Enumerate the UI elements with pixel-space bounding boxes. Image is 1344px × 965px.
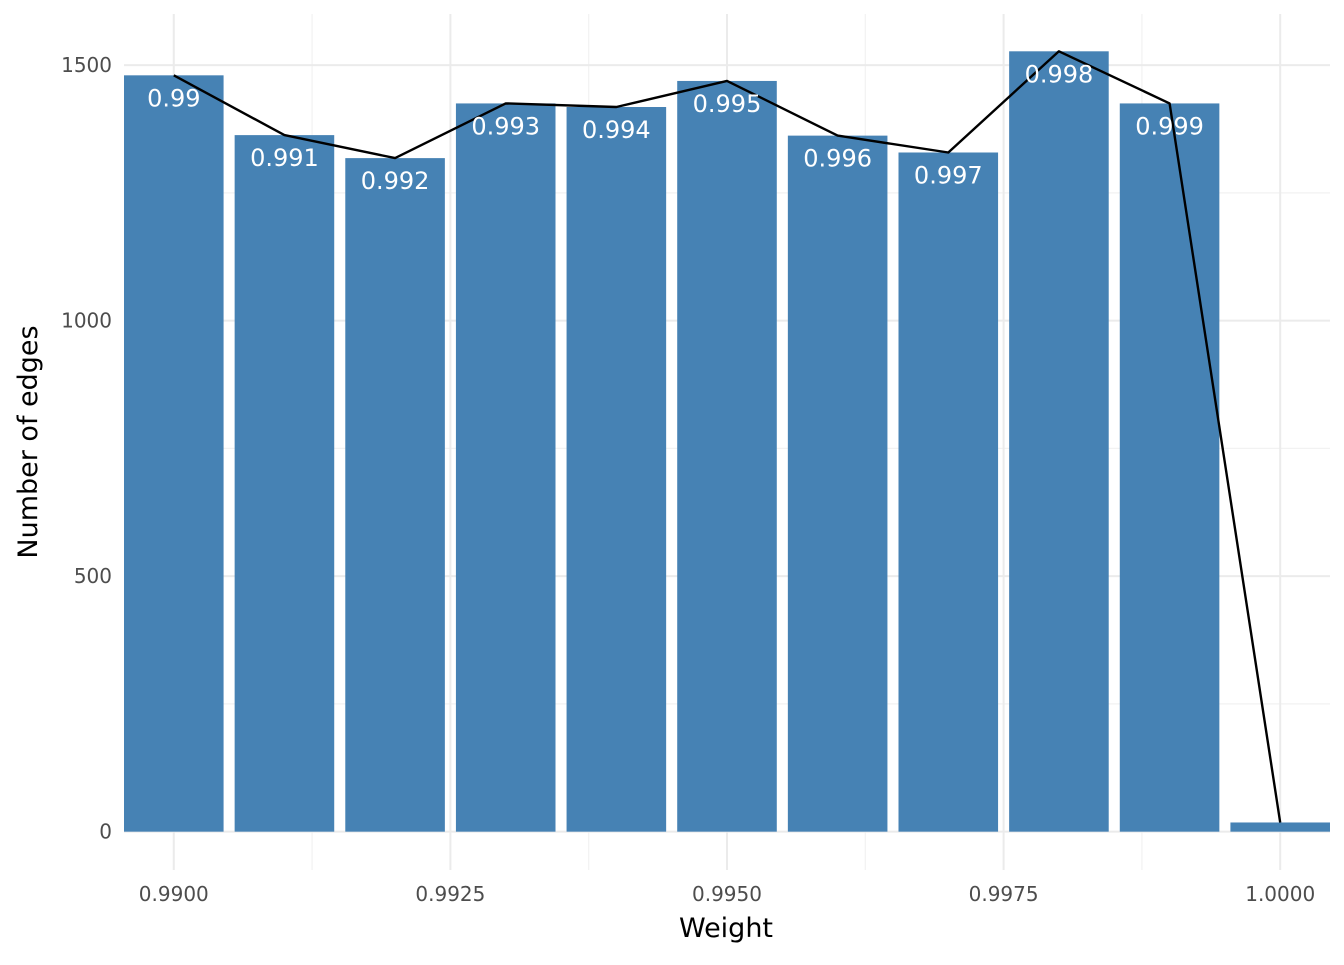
- bar-label: 0.998: [1025, 60, 1094, 88]
- bar: [677, 80, 777, 832]
- bar: [898, 152, 999, 832]
- x-tick-label: 1.0000: [1245, 882, 1315, 906]
- bar-label: 0.997: [914, 161, 983, 189]
- bar-label: 0.994: [582, 116, 651, 144]
- axes: 0.9900 0.9925 0.9950 0.9975 1.0000 0 500 1000 15…: [61, 53, 1315, 906]
- y-tick-label: 1000: [61, 309, 112, 333]
- bar-label: 0.996: [803, 145, 872, 173]
- x-tick-label: 0.9925: [415, 882, 485, 906]
- bar-label: 0.993: [471, 112, 540, 140]
- bar-labels: 0.99 0.991 0.992 0.993 0.994 0.995 0.996 0.997 0…: [147, 60, 1204, 195]
- bar: [1230, 822, 1330, 832]
- trend-line: [173, 50, 1282, 823]
- y-axis-title: Number of edges: [13, 325, 44, 558]
- y-tick-label: 500: [74, 564, 112, 588]
- bar-label: 0.991: [250, 144, 319, 172]
- bar: [1119, 103, 1220, 832]
- x-tick-label: 0.9975: [969, 882, 1039, 906]
- bar: [234, 135, 335, 832]
- bars: [124, 51, 1330, 832]
- bar: [566, 107, 667, 832]
- y-tick-label: 0: [99, 820, 112, 844]
- bar: [1009, 51, 1109, 832]
- bar-label: 0.992: [361, 167, 430, 195]
- bar-label: 0.99: [147, 84, 200, 112]
- bar: [124, 75, 224, 832]
- x-tick-label: 0.9900: [139, 882, 209, 906]
- trend-line-path: [173, 50, 1282, 823]
- bar: [455, 103, 556, 832]
- x-axis-title: Weight: [679, 913, 773, 944]
- y-tick-label: 1500: [61, 53, 112, 77]
- bar: [787, 135, 888, 832]
- bar: [345, 158, 445, 832]
- bar-label: 0.995: [693, 90, 762, 118]
- bar-label: 0.999: [1135, 112, 1204, 140]
- x-tick-label: 0.9950: [692, 882, 762, 906]
